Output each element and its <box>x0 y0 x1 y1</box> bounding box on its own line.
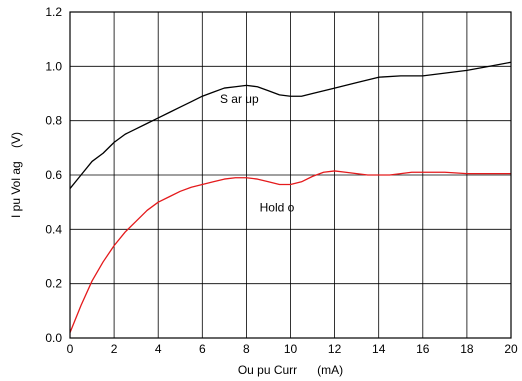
x-tick-label: 18 <box>460 342 474 356</box>
series-line-startup <box>69 61 512 189</box>
y-tick-label: 0.2 <box>45 277 62 291</box>
y-axis-title: I pu Vol ag (V) <box>9 132 23 218</box>
series-line-holdon <box>69 170 511 333</box>
plot-frame <box>69 11 512 339</box>
x-tick-label: 16 <box>416 342 430 356</box>
series-label-startup: S ar up <box>220 92 259 106</box>
y-tick-label: 0.6 <box>45 168 62 182</box>
y-tick-label: 0.0 <box>45 331 62 345</box>
x-tick-label: 14 <box>372 342 386 356</box>
y-axis-ticks: 0.0 0.2 0.4 0.6 0.8 1.0 1.2 <box>45 5 62 345</box>
series-label-holdon: Hold o <box>260 201 295 215</box>
x-tick-label: 20 <box>504 342 518 356</box>
y-tick-label: 0.4 <box>45 222 62 236</box>
x-tick-label: 8 <box>243 342 250 356</box>
y-tick-label: 1.2 <box>45 5 62 19</box>
y-tick-label: 1.0 <box>45 59 62 73</box>
series-layer <box>69 61 512 333</box>
x-tick-label: 0 <box>67 342 74 356</box>
x-tick-label: 4 <box>155 342 162 356</box>
x-axis-title: Ou pu Curr (mA) <box>238 363 343 377</box>
y-tick-label: 0.8 <box>45 114 62 128</box>
x-axis-ticks: 0 2 4 6 8 10 12 14 16 18 20 <box>67 342 518 356</box>
x-tick-label: 2 <box>111 342 118 356</box>
x-tick-label: 10 <box>284 342 298 356</box>
x-tick-label: 6 <box>199 342 206 356</box>
x-tick-label: 12 <box>328 342 342 356</box>
grid <box>69 11 512 339</box>
